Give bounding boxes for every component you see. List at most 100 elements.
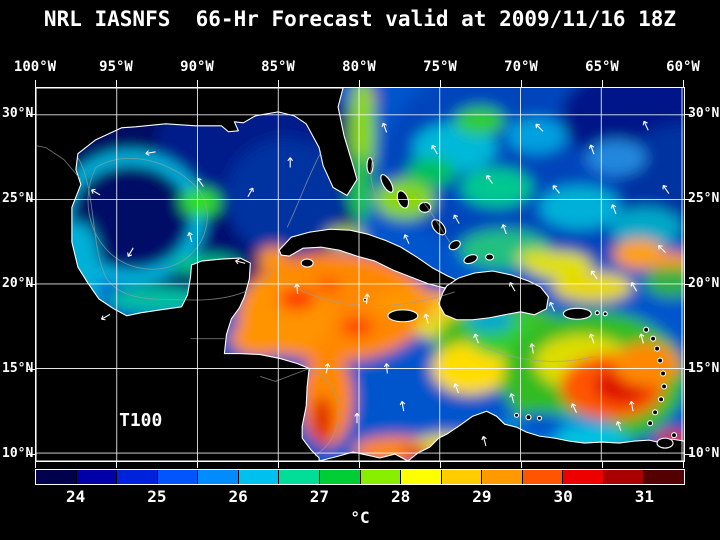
axis-tick: [116, 80, 117, 87]
current-vector-arrow: [588, 144, 595, 155]
figure-title: NRL IASNFS 66-Hr Forecast valid at 2009/…: [43, 7, 677, 31]
lon-tick-label: 65°W: [585, 59, 619, 75]
lat-tick-label: 15°N: [688, 361, 720, 376]
lon-tick-label: 100°W: [13, 59, 57, 75]
axis-tick: [35, 80, 36, 87]
lon-tick-label: 90°W: [180, 59, 214, 75]
current-vector-arrow: [588, 333, 595, 344]
axis-tick: [278, 462, 279, 468]
land-masses: [36, 88, 684, 461]
map-panel: T100: [35, 87, 685, 462]
bahamas-islands: [366, 157, 495, 265]
current-vector-arrow: [324, 363, 331, 374]
current-vector-arrows: [90, 120, 670, 447]
current-vector-arrow: [383, 363, 390, 374]
lon-tick-label: 85°W: [261, 59, 295, 75]
colorbar-tick-label: 31: [634, 487, 655, 506]
hispaniola-land: [438, 270, 549, 321]
current-vector-arrow: [403, 234, 410, 244]
grid-lines: [36, 88, 684, 461]
lat-tick-label: 15°N: [2, 361, 34, 376]
current-vector-arrow: [535, 123, 544, 132]
current-vector-arrow: [642, 120, 649, 131]
colorbar-segment: [441, 470, 483, 484]
colorbar-segment: [522, 470, 564, 484]
current-vector-arrow: [529, 343, 535, 354]
jamaica-land: [387, 309, 419, 323]
colorbar-tick-label: 30: [553, 487, 573, 506]
colorbar-segment: [401, 470, 442, 484]
current-vector-arrow: [630, 282, 638, 292]
colorbar-tick-label: 29: [472, 487, 492, 506]
colorbar-segment: [76, 470, 118, 484]
current-vector-arrow: [473, 333, 479, 344]
lon-tick-label: 75°W: [423, 59, 457, 75]
current-vector-arrow: [481, 435, 487, 447]
axis-tick: [683, 80, 684, 87]
colorbar-segment: [117, 470, 158, 484]
current-vector-arrow: [662, 184, 670, 194]
current-vector-arrow: [235, 258, 246, 265]
axis-tick: [685, 284, 692, 285]
colorbar-segment: [319, 470, 361, 484]
lon-tick-label: 70°W: [504, 59, 538, 75]
colorbar-segment: [563, 470, 604, 484]
colorbar-segment: [482, 470, 523, 484]
axis-tick: [28, 284, 35, 285]
field-label: T100: [119, 410, 162, 431]
colorbar-tick-label: 25: [147, 487, 167, 506]
lat-tick-label: 10°N: [2, 446, 34, 461]
axis-tick: [116, 462, 117, 468]
lat-tick-label: 20°N: [2, 276, 34, 291]
current-vector-arrow: [638, 333, 645, 344]
colorbar-segment: [360, 470, 402, 484]
axis-tick: [683, 462, 684, 468]
current-vector-arrow: [287, 157, 294, 168]
lat-tick-label: 25°N: [2, 191, 34, 206]
current-vector-arrow: [187, 231, 193, 243]
colorbar-segment: [603, 470, 645, 484]
colorbar: [35, 469, 685, 485]
axis-tick: [28, 114, 35, 115]
axis-tick: [197, 462, 198, 468]
axis-tick: [440, 462, 441, 468]
current-vector-arrow: [399, 400, 406, 412]
colorbar-unit-label: °C: [350, 508, 370, 527]
temperature-field: [36, 88, 684, 461]
axis-tick: [521, 462, 522, 468]
lat-tick-label: 30°N: [688, 106, 720, 121]
colorbar-segment: [36, 470, 77, 484]
current-vector-arrow: [294, 283, 300, 294]
colorbar-tick-label: 28: [390, 487, 411, 506]
colorbar-segment: [198, 470, 239, 484]
lesser-antilles-islands: [362, 297, 678, 449]
colorbar-tick-labels: 24 25 26 27 28 29 30 31: [35, 487, 685, 506]
current-vector-arrow: [610, 204, 617, 215]
current-vector-arrow: [431, 144, 438, 155]
axis-tick: [28, 369, 35, 370]
axis-tick: [28, 454, 35, 455]
colorbar-segment: [238, 470, 280, 484]
current-vector-arrow: [548, 301, 556, 312]
current-vector-arrow: [381, 122, 388, 133]
axis-tick: [602, 80, 603, 87]
isle-of-youth-land: [300, 258, 314, 268]
current-vector-arrow: [453, 214, 460, 224]
current-vector-arrow: [453, 383, 459, 394]
lon-tick-label: 60°W: [666, 59, 700, 75]
bathymetry-contours: [36, 145, 595, 457]
current-vector-arrow: [486, 174, 493, 184]
lat-tick-label: 25°N: [688, 191, 720, 206]
current-vector-arrow: [354, 412, 360, 424]
current-vector-arrow: [196, 177, 204, 187]
axis-tick: [359, 462, 360, 468]
current-vector-arrow: [590, 270, 598, 280]
panama-land: [318, 451, 409, 461]
current-vector-arrow: [552, 185, 561, 194]
current-vector-arrow: [570, 403, 577, 414]
current-vector-arrow: [423, 313, 429, 324]
current-vector-arrow: [145, 150, 156, 156]
current-vector-arrow: [127, 247, 134, 257]
lat-tick-label: 30°N: [2, 106, 34, 121]
axis-tick: [602, 462, 603, 468]
